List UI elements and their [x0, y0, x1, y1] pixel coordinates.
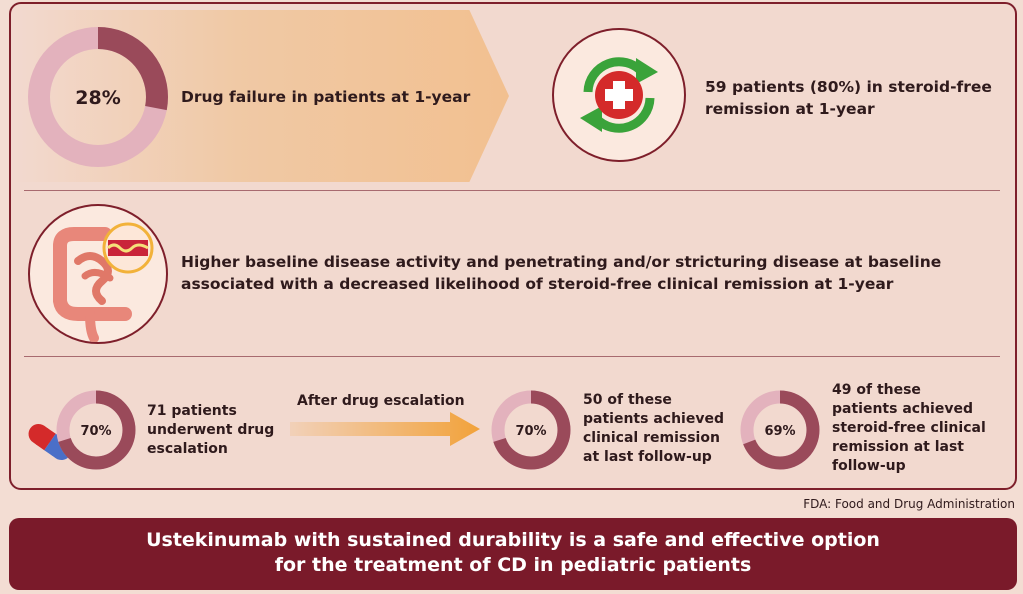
steroid-free-text: 49 of these patients achieved steroid-fr… [832, 382, 986, 474]
escalation-text: 71 patients underwent drug escalation [147, 403, 275, 457]
baseline-text: Higher baseline disease activity and pen… [181, 253, 942, 293]
intestine-icon [53, 222, 154, 342]
escalation-donut: 70% [56, 390, 136, 470]
drug-failure-text: Drug failure in patients at 1-year [181, 88, 471, 106]
remission-text: 59 patients (80%) in steroid-free remiss… [705, 78, 992, 118]
footer-banner: Ustekinumab with sustained durability is… [9, 518, 1017, 590]
donut-label: 28% [75, 87, 120, 109]
escalation-arrow [290, 412, 480, 446]
remission-donut: 70% [491, 390, 571, 470]
divider-1 [24, 190, 1000, 191]
recycle-cross-icon [580, 57, 658, 133]
divider-2 [24, 356, 1000, 357]
donut-label: 70% [80, 424, 111, 439]
intestine-badge [28, 204, 168, 344]
arrow-label: After drug escalation [297, 393, 465, 409]
footer-line-2: for the treatment of CD in pediatric pat… [274, 554, 752, 576]
clinical-remission-text: 50 of these patients achieved clinical r… [583, 392, 724, 465]
footer-line-1: Ustekinumab with sustained durability is… [146, 529, 880, 551]
drug-failure-donut: 28% [28, 27, 168, 167]
steroid-free-donut: 69% [740, 390, 820, 470]
fda-note: FDA: Food and Drug Administration [803, 497, 1015, 511]
donut-label: 70% [515, 424, 546, 439]
donut-label: 69% [764, 424, 795, 439]
remission-icon-badge [552, 28, 686, 162]
